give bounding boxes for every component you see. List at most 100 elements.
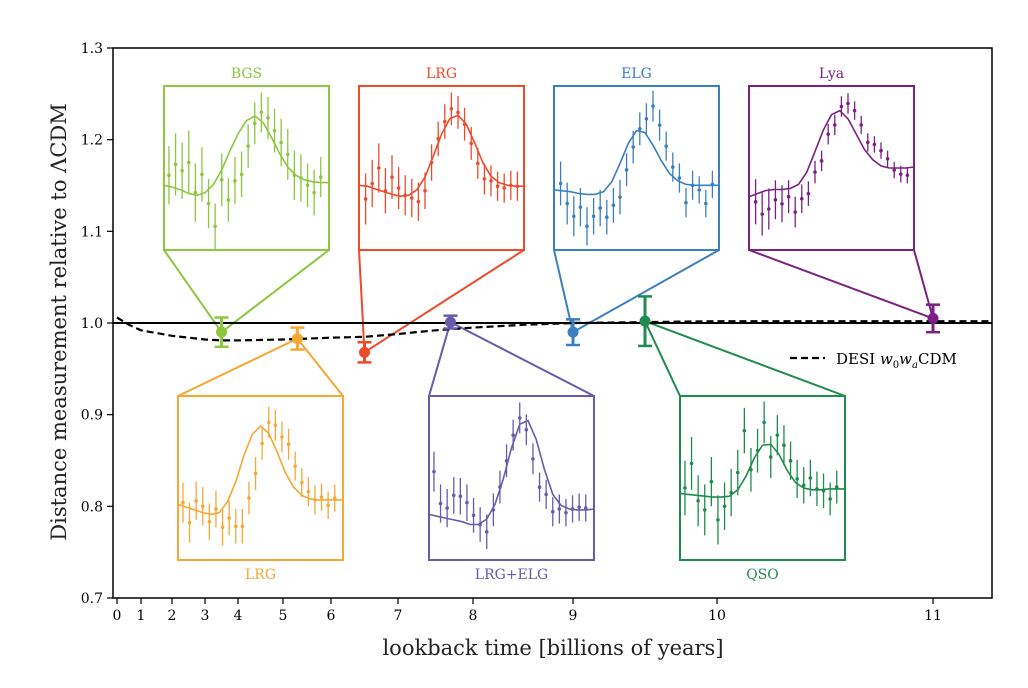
inset-data-point [186, 160, 191, 165]
inset-data-point [598, 206, 602, 210]
inset-data-point [260, 441, 264, 446]
y-tick-label: 0.9 [81, 408, 103, 424]
inset-data-point [729, 490, 733, 495]
inset-data-point [509, 183, 513, 188]
x-tick-label: 3 [201, 608, 210, 624]
inset-label: LRG [426, 66, 457, 82]
x-tick-label: 1 [137, 608, 146, 624]
inset-data-point [689, 461, 694, 466]
zoom-line [220, 249, 330, 333]
data-point-qso [638, 295, 652, 348]
inset-data-point [753, 200, 758, 204]
x-tick-label: 9 [569, 608, 578, 624]
inset-data-point [885, 156, 890, 161]
inset-data-point [451, 493, 456, 498]
data-point-lrg [357, 341, 372, 364]
inset-data-point [213, 224, 217, 229]
inset-data-point [449, 106, 454, 111]
inset-data-point [318, 175, 323, 179]
data-point-lrg [290, 326, 305, 351]
inset-data-point [390, 175, 394, 179]
inset-panel-lrg-elg: LRG+ELG [428, 395, 595, 583]
inset-data-point [458, 494, 463, 499]
inset-data-point [517, 416, 522, 420]
inset-data-point [638, 127, 642, 131]
inset-data-point [544, 492, 548, 497]
inset-data-point [684, 200, 688, 205]
point-marker [639, 315, 651, 327]
inset-data-point [696, 498, 700, 503]
inset-data-point [240, 524, 245, 529]
zoom-line [450, 321, 595, 397]
inset-data-point [173, 162, 178, 167]
inset-data-point [279, 140, 283, 145]
inset-data-point [899, 172, 903, 176]
inset-panel-lrg: LRG [358, 66, 525, 251]
inset-data-point [558, 181, 563, 186]
inset-data-point [429, 160, 434, 165]
x-tick-label: 5 [279, 608, 288, 624]
inset-data-point [806, 191, 811, 196]
inset-data-point [775, 433, 780, 437]
zoom-line [358, 249, 366, 353]
inset-data-point [828, 497, 832, 501]
inset-data-point [403, 193, 408, 198]
inset-data-point [826, 132, 830, 136]
inset-label: LRG [245, 567, 276, 583]
y-axis-label: Distance measurement relative to ΛCDM [47, 103, 71, 540]
inset-data-point [859, 123, 863, 127]
inset-data-point [793, 210, 797, 214]
inset-data-point [846, 101, 850, 106]
inset-data-point [377, 166, 381, 170]
x-tick-label: 7 [394, 608, 403, 624]
inset-data-point [482, 177, 487, 181]
inset-data-point [749, 468, 753, 472]
point-marker [927, 312, 939, 324]
inset-data-point [624, 168, 629, 172]
x-tick-label: 10 [708, 608, 726, 624]
zoom-line [363, 249, 525, 354]
inset-data-point [363, 197, 368, 201]
inset-data-point [702, 508, 707, 512]
y-tick-label: 1.0 [81, 316, 103, 332]
inset-data-point [762, 420, 766, 425]
inset-data-point [834, 485, 839, 489]
inset-data-point [266, 116, 270, 120]
inset-data-point [285, 152, 290, 157]
inset-data-point [436, 137, 441, 141]
inset-data-point [299, 176, 303, 180]
inset-data-point [253, 471, 258, 476]
inset-data-point [495, 184, 500, 189]
inset-frame [553, 85, 720, 251]
inset-data-point [716, 518, 720, 522]
y-tick-label: 0.8 [81, 499, 103, 515]
inset-data-point [423, 188, 427, 193]
inset-label: ELG [621, 66, 652, 82]
inset-data-point [852, 108, 857, 113]
inset-data-point [456, 110, 460, 115]
inset-data-point [742, 428, 747, 433]
inset-data-point [313, 498, 317, 502]
inset-data-point [697, 188, 701, 192]
point-marker [359, 346, 370, 358]
inset-data-point [252, 121, 257, 126]
inset-data-point [226, 198, 231, 202]
inset-data-point [583, 506, 588, 510]
zoom-line [177, 337, 298, 397]
inset-data-point [767, 207, 771, 211]
inset-data-point [664, 144, 668, 148]
inset-data-point [564, 510, 568, 515]
inset-data-point [239, 172, 244, 177]
inset-data-point [319, 495, 324, 499]
data-point-lya [926, 303, 940, 334]
x-tick-label: 11 [924, 608, 942, 624]
zoom-line [296, 337, 344, 397]
inset-data-point [677, 176, 682, 180]
inset-data-point [220, 525, 225, 529]
inset-data-point [644, 117, 649, 121]
inset-data-point [839, 104, 844, 109]
inset-data-point [833, 123, 837, 127]
inset-data-point [370, 181, 375, 186]
inset-data-point [193, 190, 198, 195]
inset-data-point [219, 178, 224, 182]
